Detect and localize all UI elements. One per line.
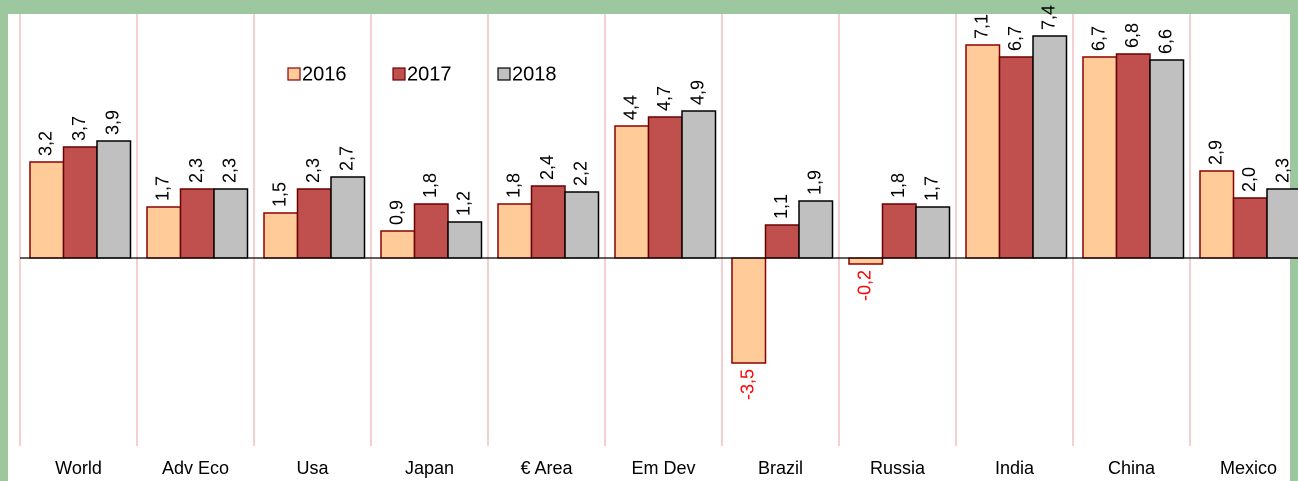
value-label: 1,8: [420, 173, 440, 198]
bar: [647, 116, 683, 259]
bar: [915, 206, 951, 259]
bar: [447, 221, 483, 259]
value-label: 4,7: [654, 86, 674, 111]
bar: [29, 161, 65, 259]
bar: [681, 110, 717, 259]
value-label: 4,4: [621, 95, 641, 120]
bar: [764, 224, 800, 259]
bar: [380, 230, 416, 259]
value-label: 2,9: [1206, 140, 1226, 165]
legend-swatch: [497, 67, 511, 81]
bar: [62, 146, 98, 259]
bar: [881, 203, 917, 259]
value-label: 2,4: [537, 155, 557, 180]
legend-label: 2017: [407, 63, 452, 85]
value-label: 0,9: [387, 200, 407, 225]
value-label: 2,3: [186, 158, 206, 183]
bar: [798, 200, 834, 259]
x-tick-label: India: [995, 458, 1035, 478]
legend-swatch: [287, 67, 301, 81]
value-label: 6,6: [1156, 29, 1176, 54]
value-label: 2,3: [303, 158, 323, 183]
bar: [96, 140, 132, 259]
value-label: -3,5: [738, 369, 758, 400]
bar: [614, 125, 650, 259]
value-label: 1,9: [805, 170, 825, 195]
x-tick-label: € Area: [520, 458, 573, 478]
bar: [497, 203, 533, 259]
bar: [1199, 170, 1235, 259]
bar: [848, 257, 884, 265]
bar: [146, 206, 182, 259]
value-label: 7,1: [972, 14, 992, 39]
bar: [731, 257, 767, 364]
value-label: 6,7: [1005, 26, 1025, 51]
value-label: 6,8: [1122, 23, 1142, 48]
bar: [530, 185, 566, 259]
bar: [1149, 59, 1185, 259]
bar: [1232, 197, 1268, 259]
bar: [296, 188, 332, 259]
x-tick-label: Brazil: [758, 458, 803, 478]
bar: [564, 191, 600, 259]
value-label: 2,2: [571, 161, 591, 186]
value-label: 1,8: [888, 173, 908, 198]
value-label: 1,7: [922, 176, 942, 201]
bar: [965, 44, 1001, 259]
bar: [1115, 53, 1151, 259]
value-label: 3,2: [36, 131, 56, 156]
value-label: 4,9: [688, 80, 708, 105]
x-tick-label: Japan: [405, 458, 454, 478]
bar: [413, 203, 449, 259]
value-label: 3,7: [69, 116, 89, 141]
value-label: 1,7: [153, 176, 173, 201]
x-tick-label: Russia: [870, 458, 926, 478]
bar: [330, 176, 366, 259]
x-tick-label: World: [55, 458, 102, 478]
value-label: 6,7: [1089, 26, 1109, 51]
bar: [1032, 35, 1068, 259]
bar: [179, 188, 215, 259]
value-label: 2,3: [1273, 158, 1293, 183]
x-tick-label: Adv Eco: [162, 458, 229, 478]
value-label: 2,3: [220, 158, 240, 183]
value-label: 3,9: [103, 110, 123, 135]
value-label: 1,5: [270, 182, 290, 207]
value-label: 1,8: [504, 173, 524, 198]
legend-label: 2016: [302, 63, 347, 85]
x-tick-label: China: [1108, 458, 1156, 478]
value-label: 2,7: [337, 146, 357, 171]
x-tick-label: Mexico: [1220, 458, 1277, 478]
bar: [263, 212, 299, 259]
x-tick-label: Usa: [296, 458, 329, 478]
x-tick-label: Em Dev: [631, 458, 695, 478]
legend-label: 2018: [512, 63, 557, 85]
bar: [1266, 188, 1298, 259]
value-label: 7,4: [1039, 5, 1059, 30]
bar: [213, 188, 249, 259]
value-label: -0,2: [855, 270, 875, 301]
bar: [1082, 56, 1118, 259]
bar: [998, 56, 1034, 259]
value-label: 1,2: [454, 191, 474, 216]
value-label: 2,0: [1239, 167, 1259, 192]
value-label: 1,1: [771, 194, 791, 219]
legend-swatch: [392, 67, 406, 81]
